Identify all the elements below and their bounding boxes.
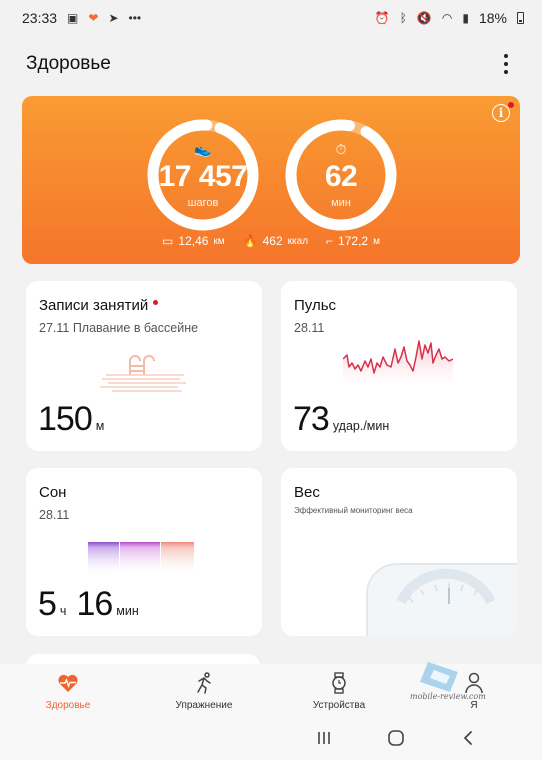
watch-icon bbox=[331, 670, 347, 696]
sleep-minutes-unit: мин bbox=[116, 604, 139, 618]
weight-title: Вес bbox=[294, 484, 320, 501]
more-notifications-icon: ••• bbox=[128, 11, 142, 25]
telegram-icon: ➤ bbox=[108, 11, 119, 25]
bluetooth-icon: ᛒ bbox=[399, 11, 407, 25]
status-bar: 23:33 ▣ ❤ ➤ ••• ⏰ ᛒ 🔇 ◠ ▮ 18% bbox=[0, 0, 542, 36]
steps-ring[interactable]: 👟 17 457 шагов bbox=[146, 118, 260, 232]
nav-devices[interactable]: Устройства bbox=[289, 664, 389, 716]
sleep-date: 28.11 bbox=[39, 508, 70, 522]
sleep-duration: 5 ч 16 мин bbox=[38, 585, 145, 624]
steps-value: 17 457 bbox=[158, 160, 248, 193]
activity-stats: ▭ 12,46 км 🔥 462 ккал ⌐ 172,2 м bbox=[22, 234, 520, 248]
sleep-card[interactable]: Сон 28.11 5 ч 16 мин bbox=[26, 468, 262, 636]
pulse-date: 28.11 bbox=[294, 321, 325, 335]
sleep-minutes: 16 bbox=[76, 585, 113, 623]
info-icon[interactable]: i bbox=[492, 104, 510, 122]
new-record-dot bbox=[153, 300, 159, 305]
runner-icon bbox=[194, 670, 214, 696]
workouts-card[interactable]: Записи занятий 27.11 Плавание в бассейне… bbox=[26, 281, 262, 451]
scale-illustration bbox=[366, 563, 517, 636]
wifi-icon: ◠ bbox=[441, 11, 453, 25]
minutes-unit: мин bbox=[331, 197, 351, 209]
swimming-pool-icon bbox=[100, 355, 186, 392]
alarm-icon: ⏰ bbox=[374, 11, 390, 25]
mute-icon: 🔇 bbox=[416, 11, 432, 25]
notification-dot bbox=[508, 102, 514, 108]
status-time: 23:33 bbox=[22, 10, 58, 26]
battery-icon bbox=[517, 12, 524, 24]
activity-summary-card[interactable]: i 👟 17 457 шагов ⏱ 62 мин ▭ 12,46 км 🔥 bbox=[22, 96, 520, 264]
system-navigation-bar bbox=[0, 716, 542, 760]
pulse-value-row: 73 удар./мин bbox=[293, 400, 395, 439]
more-menu-icon[interactable] bbox=[496, 50, 516, 78]
weight-subtitle: Эффективный мониторинг веса bbox=[294, 506, 413, 515]
minutes-ring[interactable]: ⏱ 62 мин bbox=[284, 118, 398, 232]
home-icon[interactable] bbox=[376, 726, 416, 750]
workouts-value: 150 bbox=[38, 400, 93, 438]
steps-unit: шагов bbox=[187, 197, 219, 209]
pulse-unit: удар./мин bbox=[332, 419, 390, 433]
sleep-hours-unit: ч bbox=[59, 604, 67, 618]
gallery-icon: ▣ bbox=[67, 11, 79, 25]
pulse-graph bbox=[343, 340, 453, 383]
sleep-title: Сон bbox=[39, 484, 67, 501]
watermark-text: mobile-review.com bbox=[410, 692, 486, 701]
nav-exercise[interactable]: Упражнение bbox=[154, 664, 254, 716]
workouts-subtitle: 27.11 Плавание в бассейне bbox=[39, 321, 199, 335]
shoe-icon: 👟 bbox=[194, 141, 212, 157]
person-icon bbox=[464, 670, 484, 696]
sleep-hours: 5 bbox=[38, 585, 57, 623]
battery-percent: 18% bbox=[478, 10, 507, 26]
recent-apps-icon[interactable] bbox=[304, 726, 344, 750]
signal-icon: ▮ bbox=[462, 11, 469, 25]
stairs-icon: ⌐ bbox=[326, 234, 334, 248]
watermark-logo bbox=[420, 662, 458, 692]
calories-stat: 🔥 462 ккал bbox=[242, 234, 309, 248]
distance-stat: ▭ 12,46 км bbox=[162, 234, 225, 248]
nav-me[interactable]: Я bbox=[424, 664, 524, 716]
pulse-title: Пульс bbox=[294, 297, 337, 314]
heart-pulse-icon bbox=[57, 670, 79, 696]
workouts-title: Записи занятий bbox=[39, 297, 159, 314]
workouts-value-row: 150 м bbox=[38, 400, 110, 439]
page-title: Здоровье bbox=[26, 53, 111, 74]
pulse-card[interactable]: Пульс 28.11 73 удар./мин bbox=[281, 281, 517, 451]
distance-icon: ▭ bbox=[162, 234, 174, 248]
pulse-value: 73 bbox=[293, 400, 330, 438]
weight-card[interactable]: Вес Эффективный мониторинг веса bbox=[281, 468, 517, 636]
minutes-value: 62 bbox=[324, 160, 358, 193]
sleep-stages-chart bbox=[88, 542, 194, 576]
app-header: Здоровье bbox=[0, 44, 542, 84]
workouts-unit: м bbox=[95, 419, 105, 433]
back-icon[interactable] bbox=[448, 726, 488, 750]
nav-health[interactable]: Здоровье bbox=[18, 664, 118, 716]
stopwatch-icon: ⏱ bbox=[335, 141, 347, 157]
flame-icon: 🔥 bbox=[242, 234, 258, 248]
elevation-stat: ⌐ 172,2 м bbox=[326, 234, 380, 248]
health-notification-icon: ❤ bbox=[88, 11, 99, 25]
